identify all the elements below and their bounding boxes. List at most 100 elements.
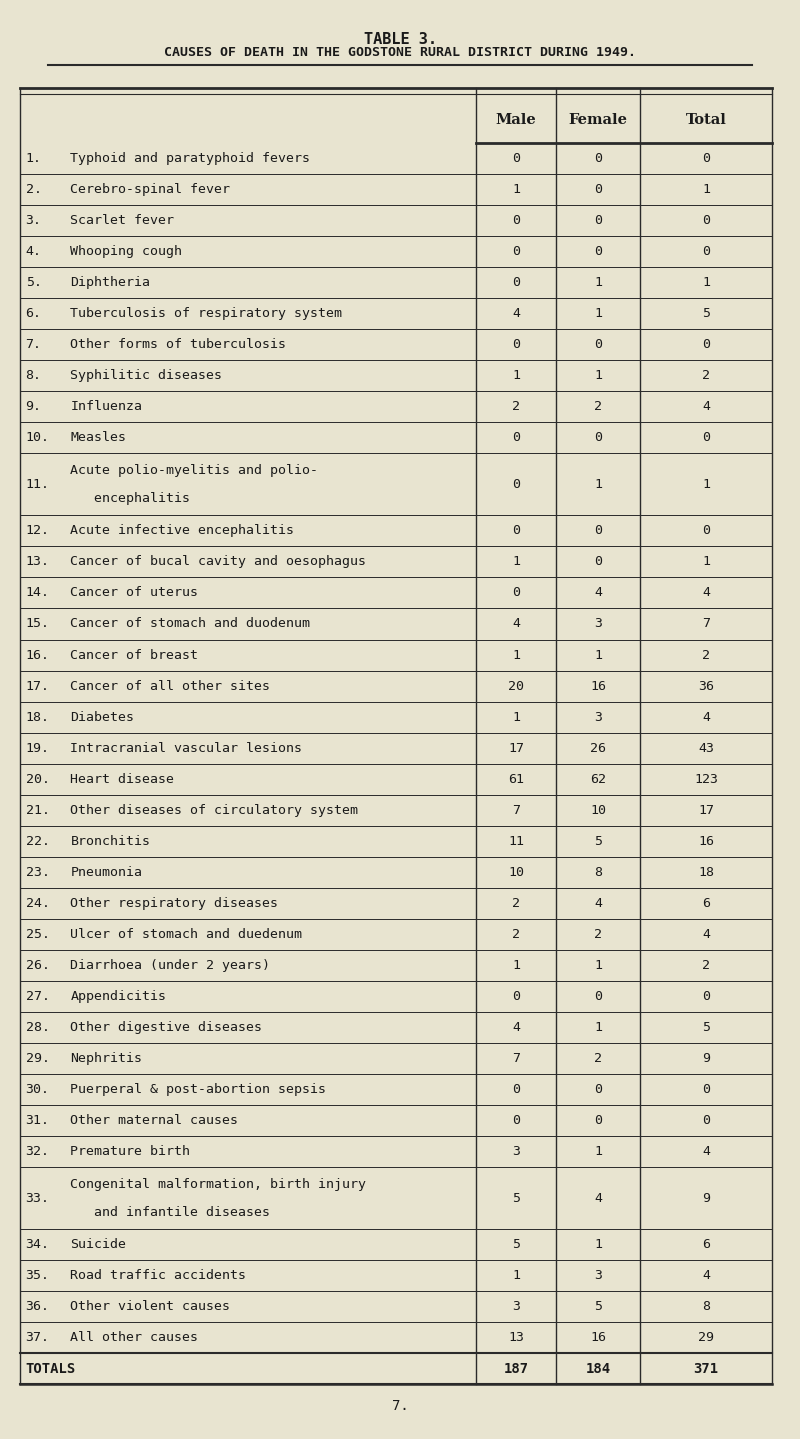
Text: 8: 8	[702, 1301, 710, 1314]
Text: 20.: 20.	[26, 773, 50, 786]
Text: 1: 1	[594, 958, 602, 971]
Text: 5: 5	[702, 1020, 710, 1035]
Text: 0: 0	[702, 214, 710, 227]
Text: 4: 4	[512, 617, 520, 630]
Text: 28.: 28.	[26, 1020, 50, 1035]
Text: 6.: 6.	[26, 307, 42, 319]
Text: 4: 4	[594, 587, 602, 600]
Text: 0: 0	[512, 1114, 520, 1127]
Text: Road traffic accidents: Road traffic accidents	[70, 1269, 246, 1282]
Text: 23.: 23.	[26, 866, 50, 879]
Text: 4: 4	[702, 1269, 710, 1282]
Text: 4: 4	[702, 1145, 710, 1158]
Text: 0: 0	[512, 587, 520, 600]
Text: 37.: 37.	[26, 1331, 50, 1344]
Text: 30.: 30.	[26, 1084, 50, 1097]
Text: 0: 0	[702, 1084, 710, 1097]
Text: 36: 36	[698, 679, 714, 692]
Text: 6: 6	[702, 896, 710, 909]
Text: 3: 3	[512, 1301, 520, 1314]
Text: 5: 5	[594, 1301, 602, 1314]
Text: 1: 1	[512, 370, 520, 383]
Text: 1: 1	[594, 1238, 602, 1250]
Text: 26: 26	[590, 741, 606, 754]
Text: 22.: 22.	[26, 835, 50, 848]
Text: Appendicitis: Appendicitis	[70, 990, 166, 1003]
Text: 1: 1	[702, 478, 710, 491]
Text: 0: 0	[594, 990, 602, 1003]
Text: 2: 2	[512, 400, 520, 413]
Text: 12.: 12.	[26, 524, 50, 537]
Text: 2: 2	[702, 958, 710, 971]
Text: Acute infective encephalitis: Acute infective encephalitis	[70, 524, 294, 537]
Text: Total: Total	[686, 112, 726, 127]
Text: Cancer of uterus: Cancer of uterus	[70, 587, 198, 600]
Text: 26.: 26.	[26, 958, 50, 971]
Text: 2.: 2.	[26, 183, 42, 196]
Text: 1: 1	[512, 711, 520, 724]
Text: 0: 0	[594, 183, 602, 196]
Text: 27.: 27.	[26, 990, 50, 1003]
Text: 1: 1	[512, 649, 520, 662]
Text: 19.: 19.	[26, 741, 50, 754]
Text: 2: 2	[702, 370, 710, 383]
Text: 29.: 29.	[26, 1052, 50, 1065]
Text: 4: 4	[702, 711, 710, 724]
Text: 5: 5	[512, 1238, 520, 1250]
Text: 25.: 25.	[26, 928, 50, 941]
Text: 1: 1	[512, 1269, 520, 1282]
Text: 36.: 36.	[26, 1301, 50, 1314]
Text: 3: 3	[594, 711, 602, 724]
Text: Heart disease: Heart disease	[70, 773, 174, 786]
Text: 5: 5	[594, 835, 602, 848]
Text: 62: 62	[590, 773, 606, 786]
Text: 7: 7	[512, 1052, 520, 1065]
Text: 21.: 21.	[26, 804, 50, 817]
Text: 7: 7	[512, 804, 520, 817]
Text: 4.: 4.	[26, 245, 42, 258]
Text: 18.: 18.	[26, 711, 50, 724]
Text: 11: 11	[508, 835, 524, 848]
Text: 8.: 8.	[26, 370, 42, 383]
Text: Diarrhoea (under 2 years): Diarrhoea (under 2 years)	[70, 958, 270, 971]
Text: Other diseases of circulatory system: Other diseases of circulatory system	[70, 804, 358, 817]
Text: Diabetes: Diabetes	[70, 711, 134, 724]
Text: 16.: 16.	[26, 649, 50, 662]
Text: 0: 0	[512, 990, 520, 1003]
Text: 17: 17	[698, 804, 714, 817]
Text: 35.: 35.	[26, 1269, 50, 1282]
Text: Cancer of stomach and duodenum: Cancer of stomach and duodenum	[70, 617, 310, 630]
Text: 10: 10	[508, 866, 524, 879]
Text: 1: 1	[594, 276, 602, 289]
Text: Influenza: Influenza	[70, 400, 142, 413]
Text: 3: 3	[512, 1145, 520, 1158]
Text: 16: 16	[590, 679, 606, 692]
Text: encephalitis: encephalitis	[70, 492, 190, 505]
Text: 11.: 11.	[26, 478, 50, 491]
Text: 24.: 24.	[26, 896, 50, 909]
Text: 2: 2	[512, 896, 520, 909]
Text: 0: 0	[702, 432, 710, 445]
Text: 4: 4	[512, 1020, 520, 1035]
Text: 0: 0	[512, 153, 520, 165]
Text: 1: 1	[512, 183, 520, 196]
Text: All other causes: All other causes	[70, 1331, 198, 1344]
Text: Female: Female	[569, 112, 627, 127]
Text: Cancer of all other sites: Cancer of all other sites	[70, 679, 270, 692]
Text: 2: 2	[512, 928, 520, 941]
Text: 2: 2	[594, 928, 602, 941]
Text: 9: 9	[702, 1191, 710, 1204]
Text: 1: 1	[594, 370, 602, 383]
Text: 4: 4	[702, 587, 710, 600]
Text: 4: 4	[512, 307, 520, 319]
Text: 29: 29	[698, 1331, 714, 1344]
Text: 1: 1	[594, 649, 602, 662]
Text: 0: 0	[512, 276, 520, 289]
Text: 0: 0	[594, 1114, 602, 1127]
Text: 20: 20	[508, 679, 524, 692]
Text: 2: 2	[702, 649, 710, 662]
Text: 0: 0	[512, 432, 520, 445]
Text: Other violent causes: Other violent causes	[70, 1301, 230, 1314]
Text: Bronchitis: Bronchitis	[70, 835, 150, 848]
Text: Scarlet fever: Scarlet fever	[70, 214, 174, 227]
